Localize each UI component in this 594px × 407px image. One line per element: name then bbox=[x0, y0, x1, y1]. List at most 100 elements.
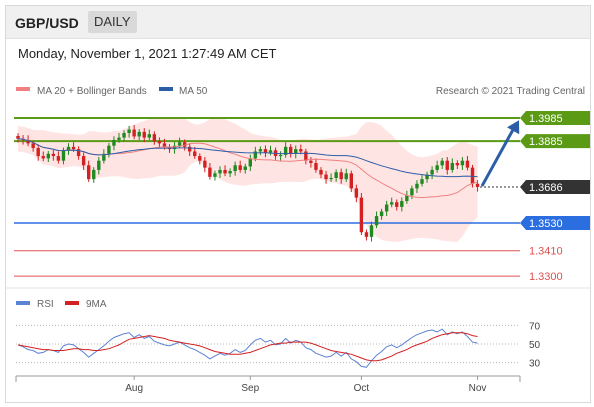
candle-body bbox=[405, 195, 409, 202]
rsi9-legend-label: 9MA bbox=[86, 299, 107, 310]
candle-body bbox=[384, 204, 389, 212]
candle-body bbox=[92, 169, 96, 180]
price-tag-bg bbox=[520, 180, 590, 194]
x-label-Nov: Nov bbox=[469, 383, 487, 394]
candle-body bbox=[157, 141, 162, 144]
chart-header: GBP/USD DAILY bbox=[6, 6, 590, 39]
candle-body bbox=[203, 160, 207, 168]
forecast-arrow-head bbox=[507, 120, 520, 135]
candle-body bbox=[359, 197, 364, 233]
price-tag-bg bbox=[520, 134, 590, 149]
candle-body bbox=[56, 156, 61, 161]
candle-body bbox=[364, 232, 369, 237]
ma50-legend-label: MA 50 bbox=[179, 86, 208, 97]
candle-body bbox=[309, 160, 313, 163]
candle-body bbox=[445, 160, 449, 170]
price-tag-1.3985: 1.3985 bbox=[529, 113, 563, 125]
candle-body bbox=[223, 169, 227, 174]
candle-body bbox=[36, 148, 40, 157]
price-tag-1.3885: 1.3885 bbox=[529, 136, 563, 148]
candle-body bbox=[248, 158, 252, 167]
candle-body bbox=[107, 145, 111, 154]
candle-body bbox=[61, 150, 66, 161]
candle-body bbox=[465, 160, 470, 168]
candle-body bbox=[460, 160, 465, 166]
candle-body bbox=[76, 149, 81, 157]
candle-body bbox=[390, 202, 394, 205]
x-label-Sep: Sep bbox=[241, 383, 259, 394]
candle-body bbox=[369, 225, 374, 237]
candle-body bbox=[213, 173, 217, 177]
copyright: Research © 2021 Trading Central bbox=[436, 86, 585, 97]
candle-body bbox=[132, 129, 136, 137]
candle-body bbox=[46, 153, 50, 159]
ma20-legend-swatch bbox=[16, 87, 30, 91]
candle-body bbox=[354, 188, 359, 198]
candle-body bbox=[324, 174, 328, 180]
candle-body bbox=[475, 183, 480, 187]
candle-body bbox=[263, 149, 268, 153]
candle-body bbox=[188, 146, 192, 152]
candle-body bbox=[283, 146, 288, 155]
candle-body bbox=[258, 149, 263, 152]
candle-body bbox=[233, 165, 237, 172]
candle-body bbox=[16, 136, 20, 139]
candle-body bbox=[208, 167, 212, 177]
candle-body bbox=[26, 139, 30, 144]
candle-body bbox=[71, 146, 76, 150]
ma50-legend-swatch bbox=[159, 87, 173, 91]
candle-body bbox=[289, 146, 293, 154]
candle-body bbox=[425, 174, 429, 180]
rsi-tick-70: 70 bbox=[529, 321, 541, 332]
candle-body bbox=[415, 183, 419, 189]
candle-body bbox=[253, 151, 258, 159]
candle-body bbox=[182, 142, 187, 147]
candle-body bbox=[238, 165, 242, 170]
candle-body bbox=[147, 134, 151, 138]
rsi9-legend-swatch bbox=[65, 301, 79, 305]
period-button[interactable]: DAILY bbox=[88, 11, 137, 33]
price-tag-bg bbox=[520, 111, 590, 125]
price-levels bbox=[14, 117, 520, 277]
x-axis-labels: Aug Sep Oct Nov bbox=[125, 376, 486, 394]
rsi-legend-label: RSI bbox=[37, 299, 54, 310]
candle-body bbox=[142, 131, 146, 138]
candle-body bbox=[455, 163, 460, 166]
x-label-Oct: Oct bbox=[354, 383, 370, 394]
candle-body bbox=[51, 153, 56, 157]
candle-body bbox=[339, 172, 343, 180]
candle-body bbox=[97, 160, 101, 170]
candle-body bbox=[137, 131, 141, 137]
ma50-line bbox=[17, 138, 478, 178]
candle-body bbox=[440, 160, 444, 166]
rsi-panel: 70 50 30 bbox=[16, 321, 541, 370]
price-tag-1.3300: 1.3300 bbox=[529, 271, 563, 283]
candle-body bbox=[410, 188, 414, 196]
candle-body bbox=[127, 129, 131, 133]
candle-body bbox=[172, 145, 177, 150]
rsi-tick-50: 50 bbox=[529, 340, 541, 351]
rsi-line bbox=[17, 328, 478, 368]
candle-body bbox=[41, 156, 45, 159]
candle-body bbox=[349, 173, 353, 189]
moving-averages bbox=[17, 138, 478, 199]
candle-body bbox=[87, 165, 91, 180]
rsi-legend-swatch bbox=[16, 301, 30, 305]
candle-body bbox=[278, 154, 283, 157]
candle-body bbox=[198, 156, 202, 161]
candle-body bbox=[102, 153, 106, 161]
price-tag-1.3410: 1.3410 bbox=[529, 246, 563, 258]
candle-body bbox=[193, 151, 197, 157]
candle-body bbox=[430, 169, 434, 175]
candle-body bbox=[400, 201, 404, 207]
price-tag-1.3530: 1.3530 bbox=[529, 218, 563, 230]
candle-body bbox=[162, 143, 167, 147]
rsi9-line bbox=[17, 332, 478, 362]
candles bbox=[16, 124, 480, 242]
timestamp: Monday, November 1, 2021 1:27:49 AM CET bbox=[18, 46, 277, 61]
x-label-Aug: Aug bbox=[125, 383, 143, 394]
candle-body bbox=[420, 179, 424, 184]
candle-body bbox=[66, 146, 71, 151]
candle-body bbox=[228, 171, 232, 174]
